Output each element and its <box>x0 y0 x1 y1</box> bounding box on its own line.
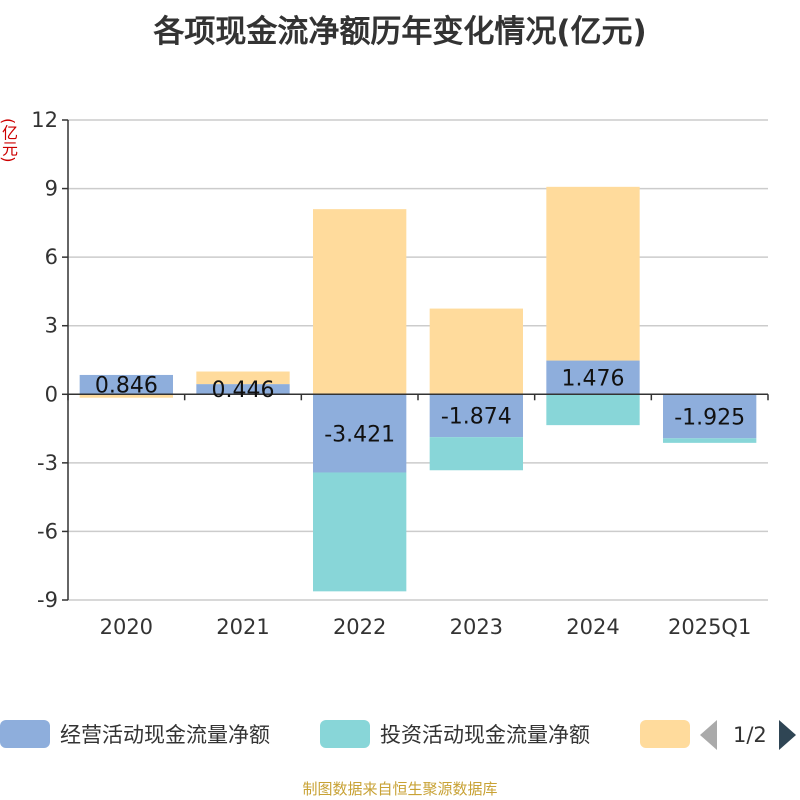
y-tick-label: -6 <box>37 519 58 543</box>
bar-segment <box>663 394 757 439</box>
y-tick-label: 12 <box>31 108 58 132</box>
bar-segment <box>79 374 173 395</box>
bar-segment <box>313 209 407 395</box>
bar-value-label: 0.446 <box>212 378 275 403</box>
x-tick-label: 2023 <box>450 615 503 639</box>
x-tick-label: 2020 <box>100 615 153 639</box>
bar-segment <box>196 371 290 385</box>
legend-item-investing[interactable]: 投资活动现金流量净额 <box>320 718 590 750</box>
bar-segment <box>313 394 407 473</box>
y-tick-label: 6 <box>45 245 58 269</box>
bar-value-label: 1.476 <box>562 366 625 391</box>
x-tick-label: 2022 <box>333 615 386 639</box>
legend-swatch-operating <box>0 720 50 748</box>
bar-segment <box>429 437 523 471</box>
legend-label-investing: 投资活动现金流量净额 <box>380 723 590 747</box>
bar-segment <box>79 394 173 398</box>
bar-value-label: -1.874 <box>441 405 512 430</box>
y-tick-label: 3 <box>45 314 58 338</box>
legend-pager: 1/2 <box>700 718 796 752</box>
legend-prev-arrow-icon[interactable] <box>700 720 717 750</box>
legend-page-indicator: 1/2 <box>733 723 767 747</box>
bar-segment <box>429 394 523 438</box>
y-axis-unit: (亿元) <box>0 118 18 163</box>
legend-label-operating: 经营活动现金流量净额 <box>60 723 270 747</box>
legend-swatch-third <box>640 720 690 748</box>
x-tick-label: 2024 <box>566 615 619 639</box>
bar-segment <box>313 472 407 592</box>
legend-item-third[interactable] <box>640 718 700 750</box>
legend: 经营活动现金流量净额 投资活动现金流量净额 1/2 <box>0 716 800 756</box>
data-labels: 0.846 0.446 -3.421 -1.874 1.476 -1.925 <box>95 366 745 447</box>
bar-value-label: 0.846 <box>95 374 158 399</box>
bar-segment <box>663 438 757 443</box>
legend-swatch-investing <box>320 720 370 748</box>
y-tick-label: -9 <box>37 588 58 612</box>
bar-segment <box>546 186 640 361</box>
axes: 12 9 6 3 0 -3 -6 -9 2020 2021 2022 2023 2024 2025Q1 <box>31 108 769 639</box>
chart-title: 各项现金流净额历年变化情况(亿元) <box>153 14 647 50</box>
bar-value-label: -3.421 <box>324 422 395 447</box>
x-tick-label: 2025Q1 <box>668 615 751 639</box>
y-tick-label: 9 <box>45 177 58 201</box>
bar-value-label: -1.925 <box>674 405 745 430</box>
data-source-note: 制图数据来自恒生聚源数据库 <box>302 780 498 798</box>
bar-segment <box>546 394 640 426</box>
bar-segment <box>429 308 523 395</box>
legend-item-operating[interactable]: 经营活动现金流量净额 <box>0 718 270 750</box>
bar-segment <box>546 360 640 395</box>
bar-segment <box>196 384 290 395</box>
grid-lines <box>68 119 768 601</box>
x-tick-label: 2021 <box>216 615 269 639</box>
y-tick-label: -3 <box>37 451 58 475</box>
y-tick-label: 0 <box>45 382 58 406</box>
bars <box>79 186 757 592</box>
legend-next-arrow-icon[interactable] <box>778 720 796 750</box>
